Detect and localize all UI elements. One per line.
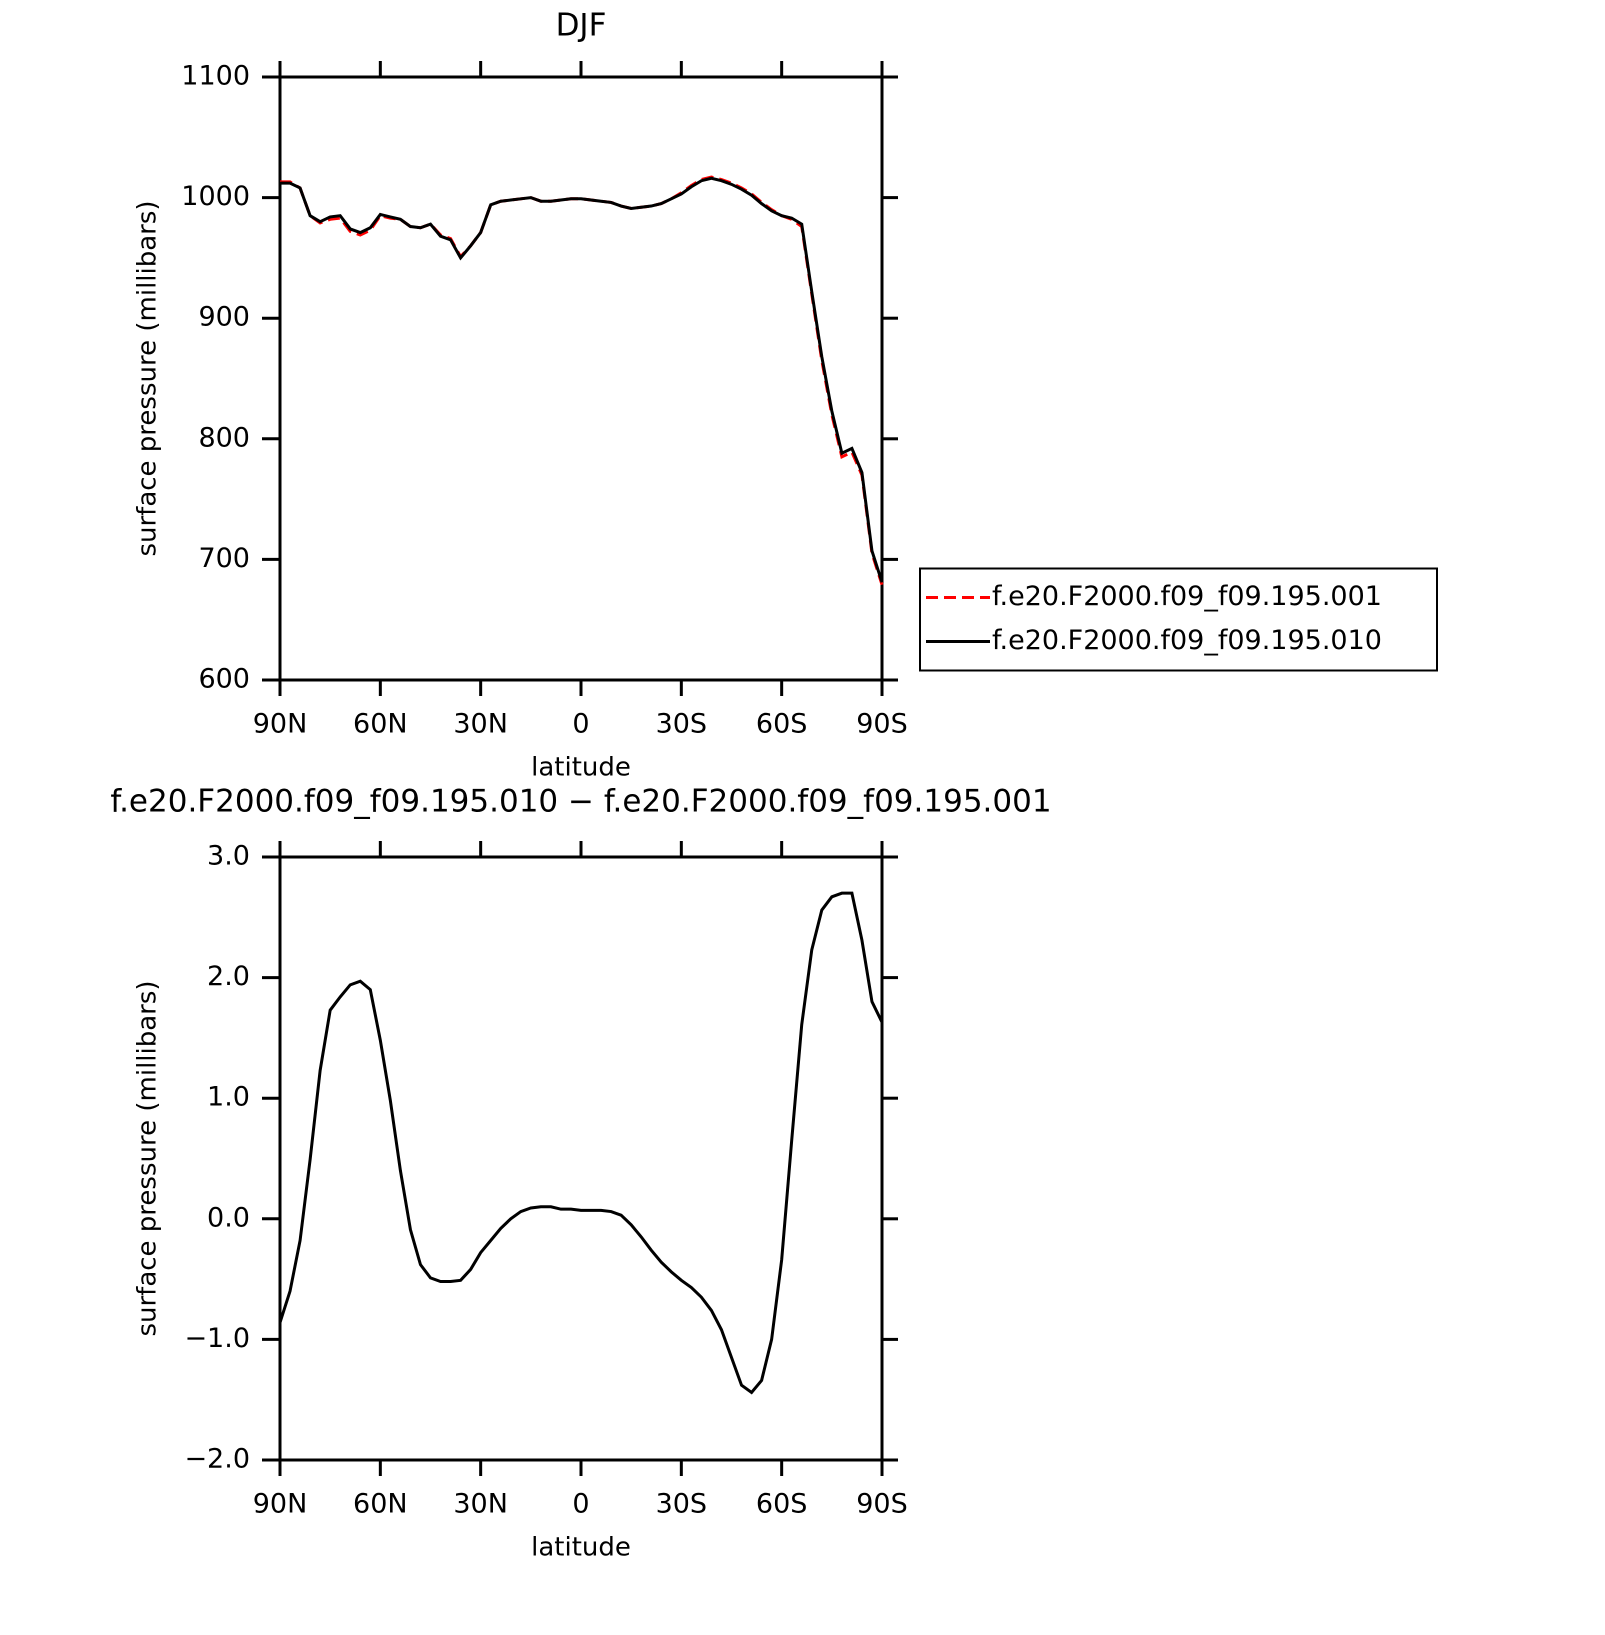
y-tick-label: 3.0	[207, 841, 250, 872]
plot-frame	[278, 75, 884, 682]
y-tick-label: −1.0	[184, 1323, 250, 1354]
plot-frame	[278, 855, 884, 1462]
x-tick-label: 60S	[756, 709, 808, 740]
x-tick-label: 90S	[856, 1489, 908, 1520]
x-tick-label: 0	[572, 709, 589, 740]
y-tick-label: 600	[198, 664, 250, 695]
x-tick-label: 90S	[856, 709, 908, 740]
data-line	[278, 891, 884, 1395]
data-line	[280, 175, 884, 586]
y-tick-label: 2.0	[207, 961, 250, 992]
y-tick-label: 0.0	[207, 1202, 250, 1233]
x-tick-label: 60N	[353, 1489, 408, 1520]
y-axis-label: surface pressure (millibars)	[133, 200, 163, 556]
x-tick-label: 90N	[253, 1489, 308, 1520]
x-tick-label: 30N	[453, 1489, 508, 1520]
x-tick-label: 30S	[656, 1489, 708, 1520]
y-tick-label: 1100	[181, 61, 250, 92]
y-tick-label: 800	[198, 422, 250, 453]
y-tick-label: 1000	[181, 181, 250, 212]
x-tick-label: 60N	[353, 709, 408, 740]
chart-title: DJF	[556, 8, 607, 44]
x-tick-label: 60S	[756, 1489, 808, 1520]
x-tick-label: 30S	[656, 709, 708, 740]
x-axis-label: latitude	[531, 1533, 631, 1563]
x-tick-label: 30N	[453, 709, 508, 740]
legend-label: f.e20.F2000.f09_f09.195.001	[992, 581, 1382, 612]
x-axis-label: latitude	[531, 753, 631, 783]
legend-box	[919, 567, 1438, 672]
y-tick-label: 1.0	[207, 1082, 250, 1113]
y-tick-label: −2.0	[184, 1444, 250, 1475]
x-tick-label: 90N	[253, 709, 308, 740]
legend-label: f.e20.F2000.f09_f09.195.010	[992, 625, 1382, 656]
y-axis-label: surface pressure (millibars)	[133, 980, 163, 1336]
y-tick-label: 900	[198, 302, 250, 333]
y-tick-label: 700	[198, 543, 250, 574]
x-tick-label: 0	[572, 1489, 589, 1520]
data-line	[280, 176, 884, 583]
chart-title: f.e20.F2000.f09_f09.195.010 − f.e20.F200…	[110, 784, 1051, 820]
